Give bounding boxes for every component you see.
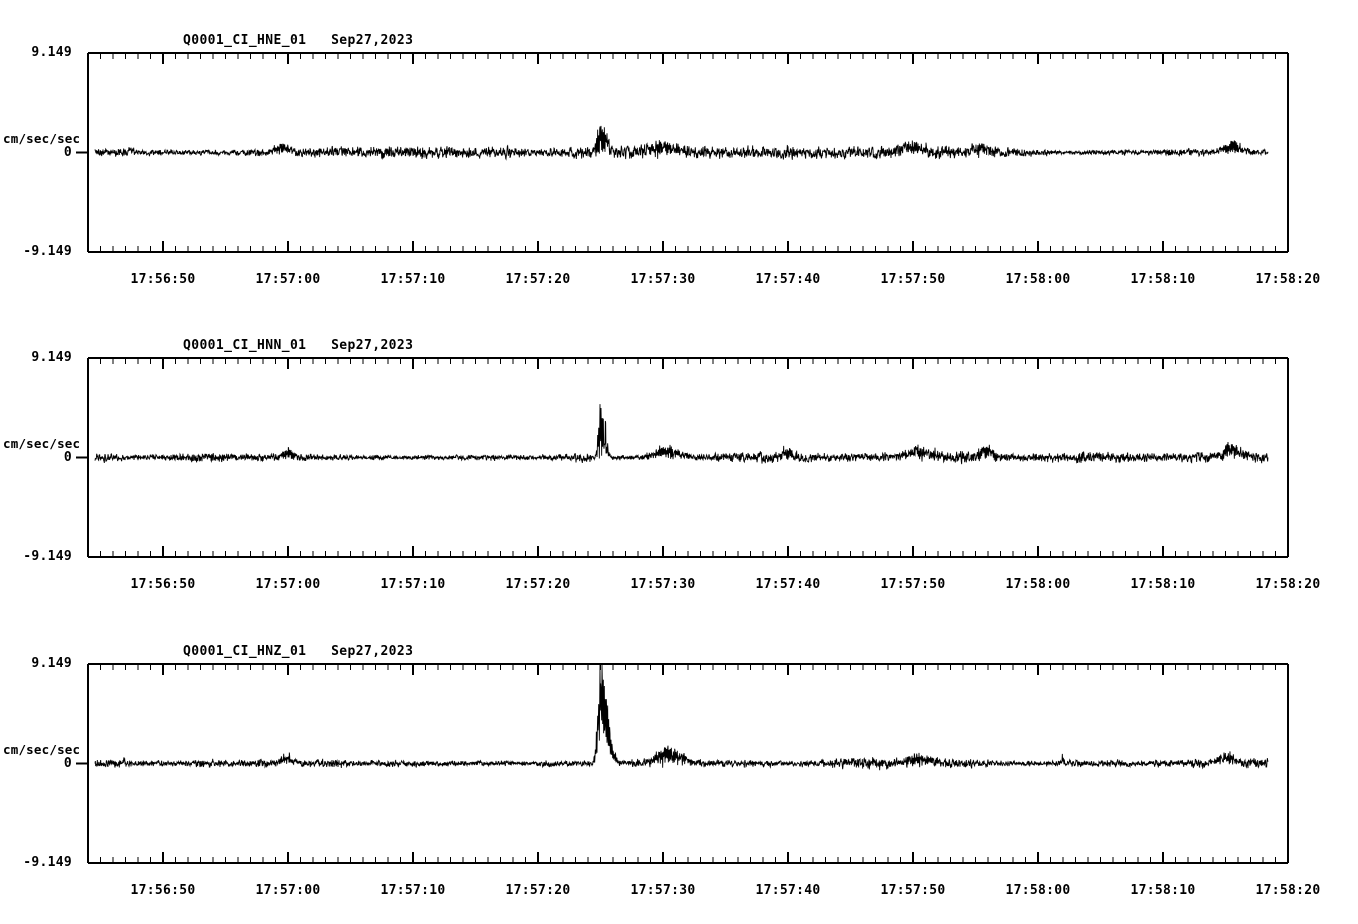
x-axis-ticks: [87, 53, 1289, 252]
x-axis-tick-label: 17:58:00: [1005, 272, 1071, 287]
y-axis-max-label: 9.149: [31, 350, 72, 365]
y-axis-max-label: 9.149: [31, 45, 72, 60]
x-axis-tick-label: 17:57:30: [630, 577, 696, 592]
x-axis-tick-label: 17:57:00: [255, 883, 321, 898]
y-axis-max-label: 9.149: [31, 656, 72, 671]
waveform-trace: [94, 404, 1269, 465]
x-axis-tick-label: 17:57:00: [255, 272, 321, 287]
y-axis-zero-label: 0: [63, 144, 72, 160]
y-axis-units-label: cm/sec/sec: [3, 742, 81, 757]
x-axis-tick-label: 17:57:50: [880, 883, 946, 898]
plot-title: Q0001_CI_HNE_01 Sep27,2023: [183, 33, 414, 48]
x-axis-tick-label: 17:57:40: [755, 577, 821, 592]
x-axis-tick-label: 17:56:50: [130, 883, 196, 898]
waveform-trace: [94, 125, 1269, 161]
x-axis-tick-label: 17:57:30: [630, 883, 696, 898]
plot-title: Q0001_CI_HNN_01 Sep27,2023: [183, 338, 414, 353]
x-axis-tick-label: 17:57:40: [755, 883, 821, 898]
y-axis-min-label: -9.149: [23, 855, 72, 870]
x-axis-tick-label: 17:56:50: [130, 272, 196, 287]
x-axis-tick-label: 17:58:20: [1255, 272, 1321, 287]
x-axis-tick-label: 17:56:50: [130, 577, 196, 592]
x-axis-tick-label: 17:58:20: [1255, 577, 1321, 592]
x-axis-tick-label: 17:57:40: [755, 272, 821, 287]
waveform-trace: [94, 664, 1269, 771]
y-axis-zero-label: 0: [63, 449, 72, 465]
x-axis-tick-label: 17:57:10: [380, 272, 446, 287]
x-axis-ticks: [87, 358, 1289, 557]
x-axis-tick-label: 17:57:50: [880, 272, 946, 287]
plot-title: Q0001_CI_HNZ_01 Sep27,2023: [183, 644, 414, 659]
x-axis-tick-label: 17:57:10: [380, 883, 446, 898]
x-axis-tick-label: 17:57:00: [255, 577, 321, 592]
y-axis-zero-label: 0: [63, 755, 72, 771]
y-axis-units-label: cm/sec/sec: [3, 131, 81, 146]
x-axis-ticks: [87, 664, 1289, 863]
x-axis-tick-label: 17:58:10: [1130, 577, 1196, 592]
x-axis-tick-label: 17:58:00: [1005, 577, 1071, 592]
x-axis-tick-label: 17:57:10: [380, 577, 446, 592]
x-axis-tick-label: 17:58:00: [1005, 883, 1071, 898]
y-axis-min-label: -9.149: [23, 549, 72, 564]
x-axis-tick-label: 17:57:30: [630, 272, 696, 287]
y-axis-units-label: cm/sec/sec: [3, 436, 81, 451]
x-axis-tick-label: 17:57:20: [505, 272, 571, 287]
x-axis-tick-label: 17:58:10: [1130, 272, 1196, 287]
x-axis-tick-label: 17:58:20: [1255, 883, 1321, 898]
y-axis-min-label: -9.149: [23, 244, 72, 259]
x-axis-tick-label: 17:58:10: [1130, 883, 1196, 898]
x-axis-tick-label: 17:57:20: [505, 883, 571, 898]
x-axis-tick-label: 17:57:50: [880, 577, 946, 592]
x-axis-tick-label: 17:57:20: [505, 577, 571, 592]
